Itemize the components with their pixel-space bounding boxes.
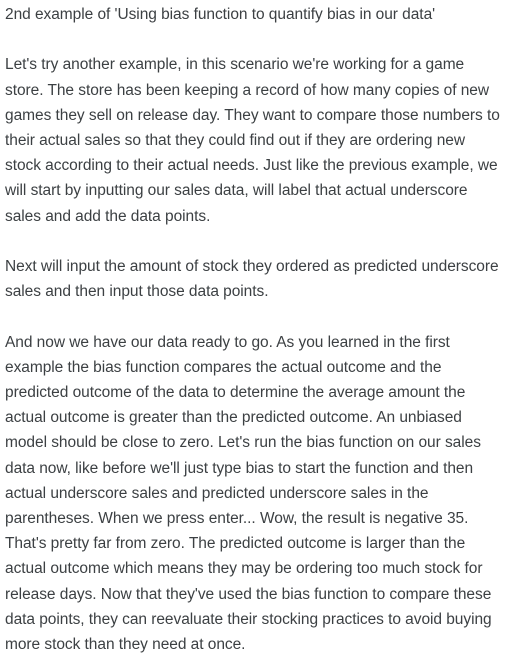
paragraph-predicted-sales: Next will input the amount of stock they… bbox=[5, 258, 499, 301]
paragraph-bias-result: And now we have our data ready to go. As… bbox=[5, 333, 492, 654]
paragraph-intro: Let's try another example, in this scena… bbox=[5, 56, 500, 225]
document-title: 2nd example of 'Using bias function to q… bbox=[5, 6, 436, 23]
